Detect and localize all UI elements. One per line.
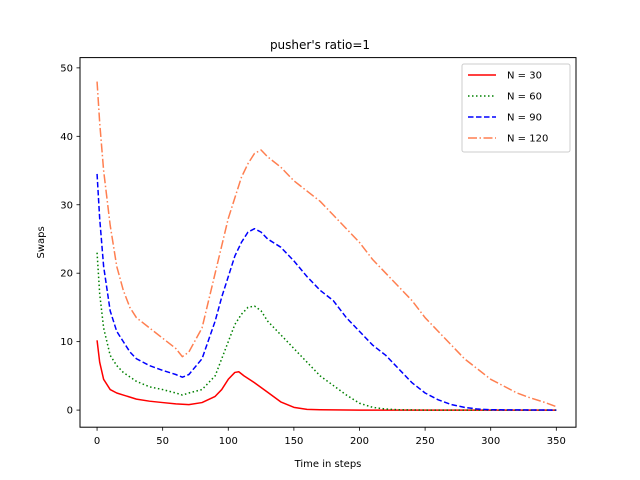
x-axis-label: Time in steps bbox=[294, 459, 362, 470]
series-line-4 bbox=[96, 81, 557, 408]
plot-frame bbox=[79, 57, 577, 428]
x-tick-label: 150 bbox=[284, 436, 303, 447]
x-tick-label: 350 bbox=[547, 436, 566, 447]
x-tick-label: 300 bbox=[481, 436, 500, 447]
y-tick-label: 10 bbox=[60, 337, 73, 348]
legend-label-2: N = 60 bbox=[507, 92, 542, 103]
x-tick-label: 100 bbox=[219, 436, 238, 447]
legend-label-4: N = 120 bbox=[507, 134, 548, 145]
legend-label-1: N = 30 bbox=[507, 71, 542, 82]
y-tick-label: 30 bbox=[60, 200, 73, 211]
y-axis: 0 10 20 30 40 50 bbox=[60, 63, 80, 417]
y-axis-label: Swaps bbox=[36, 226, 47, 258]
x-tick-label: 200 bbox=[350, 436, 369, 447]
y-tick-label: 0 bbox=[67, 406, 73, 417]
chart-title: pusher's ratio=1 bbox=[270, 38, 370, 52]
series-line-3 bbox=[96, 173, 557, 411]
legend-box bbox=[461, 63, 571, 153]
y-tick-label: 40 bbox=[60, 132, 73, 143]
y-tick-label: 50 bbox=[60, 63, 73, 74]
series-line-1 bbox=[96, 340, 557, 411]
y-tick-label: 20 bbox=[60, 269, 73, 280]
x-tick-label: 50 bbox=[156, 436, 169, 447]
series-layer bbox=[96, 81, 557, 411]
series-line-2 bbox=[96, 252, 557, 411]
x-tick-label: 250 bbox=[416, 436, 435, 447]
x-tick-label: 0 bbox=[94, 436, 100, 447]
legend-label-3: N = 90 bbox=[507, 113, 542, 124]
x-axis: 0 50 100 150 200 250 300 350 bbox=[94, 427, 566, 447]
legend: N = 30 N = 60 N = 90 N = 120 bbox=[461, 63, 571, 153]
